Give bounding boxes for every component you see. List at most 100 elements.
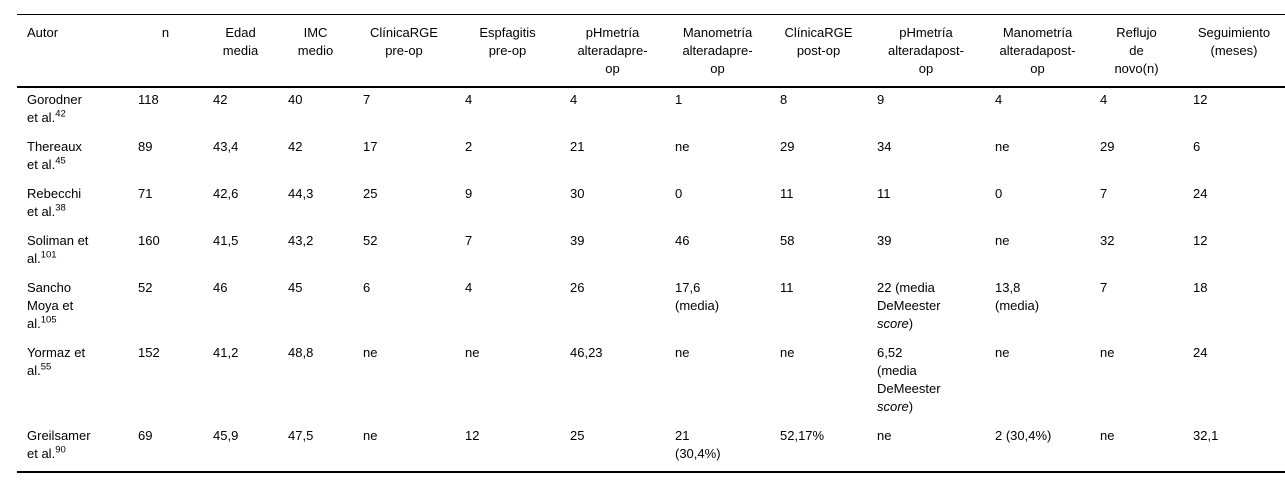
table-cell: 21 — [570, 139, 585, 154]
table-cell: 2 — [465, 139, 473, 154]
table-cell: 18 — [1193, 280, 1208, 295]
author-cell: Thereaux et al.45 — [27, 139, 82, 172]
column-header: Manometría alteradapre-op — [665, 14, 770, 88]
table-cell: ne — [1100, 345, 1115, 360]
table-row: Gorodner et al.42 118 42 40 7 4 4 1 8 9 4 4 12 — [17, 87, 1285, 135]
table-cell: 45 — [288, 280, 303, 295]
table-cell: ne — [363, 345, 378, 360]
table-cell: 7 — [1100, 186, 1108, 201]
table-cell: 42 — [213, 92, 228, 107]
table-cell: 47,5 — [288, 428, 314, 443]
table-cell: 17,6 (media) — [675, 280, 720, 313]
table-cell: 1 — [675, 92, 683, 107]
column-header: Manometría alteradapost-op — [985, 14, 1090, 88]
table-cell: 12 — [1193, 233, 1208, 248]
table-cell: ne — [995, 139, 1010, 154]
table-cell: ne — [363, 428, 378, 443]
table-cell: 52 — [363, 233, 378, 248]
table-cell: 42,6 — [213, 186, 239, 201]
table-cell: ne — [465, 345, 480, 360]
table-cell: 58 — [780, 233, 795, 248]
column-header: ClínicaRGE post-op — [770, 14, 867, 88]
table-cell: 89 — [138, 139, 153, 154]
table-row: Greilsamer et al.90 69 45,9 47,5 ne 12 25 21 (30,… — [17, 424, 1285, 472]
table-cell: 24 — [1193, 186, 1208, 201]
column-header: IMC medio — [278, 14, 353, 88]
table-cell: 43,2 — [288, 233, 314, 248]
table-body: Gorodner et al.42 118 42 40 7 4 4 1 8 9 4 4 12 Thereau… — [17, 87, 1285, 472]
table-cell: 4 — [570, 92, 578, 107]
table-cell: 69 — [138, 428, 153, 443]
table-cell: 17 — [363, 139, 378, 154]
table-cell: ne — [877, 428, 892, 443]
column-header: Reflujo de novo(n) — [1090, 14, 1183, 88]
table-cell: 43,4 — [213, 139, 239, 154]
column-header: n — [128, 14, 203, 88]
author-cell: Sancho Moya et al.105 — [27, 280, 74, 331]
table-cell: 11 — [780, 280, 794, 295]
table-row: Soliman et al.101 160 41,5 43,2 52 7 39 46 58 39 ne… — [17, 229, 1285, 276]
table-cell: 6,52 (media DeMeester score) — [877, 345, 941, 414]
table-cell: 29 — [1100, 139, 1115, 154]
table-cell: 6 — [1193, 139, 1201, 154]
table-cell: 29 — [780, 139, 795, 154]
table-cell: 71 — [138, 186, 153, 201]
table-cell: 11 — [780, 186, 794, 201]
table-row: Yormaz et al.55 152 41,2 48,8 ne ne 46,23 ne ne 6,… — [17, 341, 1285, 424]
table-cell: 7 — [465, 233, 473, 248]
table-cell: ne — [675, 139, 690, 154]
table-cell: 39 — [570, 233, 585, 248]
table-cell: 7 — [363, 92, 371, 107]
table-cell: 25 — [570, 428, 585, 443]
table-cell: 4 — [465, 92, 473, 107]
results-table: Autor n Edad media IMC medio ClínicaRGE pre-op E… — [17, 14, 1285, 473]
table-cell: 32 — [1100, 233, 1115, 248]
table-row: Thereaux et al.45 89 43,4 42 17 2 21 ne 29 34 ne 29 6 — [17, 135, 1285, 182]
table-cell: 152 — [138, 345, 160, 360]
table-header-row: Autor n Edad media IMC medio ClínicaRGE pre-op E… — [17, 14, 1285, 88]
table-header: Autor n Edad media IMC medio ClínicaRGE pre-op E… — [17, 14, 1285, 88]
table-cell: 0 — [675, 186, 683, 201]
table-cell: 46 — [675, 233, 690, 248]
table-row: Rebecchi et al.38 71 42,6 44,3 25 9 30 0 11 11 0 7 24 — [17, 182, 1285, 229]
table-cell: ne — [1100, 428, 1115, 443]
table-cell: 40 — [288, 92, 303, 107]
table-cell: 8 — [780, 92, 788, 107]
table-cell: 9 — [465, 186, 473, 201]
table-cell: 32,1 — [1193, 428, 1219, 443]
table-cell: 39 — [877, 233, 892, 248]
table-cell: 46,23 — [570, 345, 603, 360]
table-cell: 22 (media DeMeester score) — [877, 280, 941, 331]
table-cell: 118 — [138, 92, 159, 107]
table-cell: 160 — [138, 233, 160, 248]
author-cell: Yormaz et al.55 — [27, 345, 86, 378]
table-cell: 7 — [1100, 280, 1108, 295]
table-cell: 48,8 — [288, 345, 314, 360]
table-cell: 4 — [1100, 92, 1108, 107]
table-cell: ne — [675, 345, 690, 360]
table-cell: 12 — [1193, 92, 1208, 107]
author-cell: Rebecchi et al.38 — [27, 186, 82, 219]
column-header: pHmetría alteradapre-op — [560, 14, 665, 88]
table-cell: 2 (30,4%) — [995, 428, 1052, 443]
table-cell: 45,9 — [213, 428, 239, 443]
table-cell: 42 — [288, 139, 303, 154]
table-cell: ne — [995, 233, 1010, 248]
table-cell: 11 — [877, 186, 891, 201]
table-cell: 30 — [570, 186, 585, 201]
table-cell: ne — [995, 345, 1010, 360]
author-cell: Soliman et al.101 — [27, 233, 89, 266]
table-cell: 46 — [213, 280, 228, 295]
table-cell: 6 — [363, 280, 371, 295]
table-cell: 41,5 — [213, 233, 239, 248]
table-cell: 34 — [877, 139, 892, 154]
table-cell: 24 — [1193, 345, 1208, 360]
author-cell: Greilsamer et al.90 — [27, 428, 91, 461]
table-row: Sancho Moya et al.105 52 46 45 6 4 26 17,6 (media)… — [17, 276, 1285, 341]
table-cell: 13,8 (media) — [995, 280, 1040, 313]
table-cell: 4 — [995, 92, 1003, 107]
table-cell: 4 — [465, 280, 473, 295]
table-cell: 26 — [570, 280, 585, 295]
table-cell: 41,2 — [213, 345, 239, 360]
table-cell: 52,17% — [780, 428, 825, 443]
